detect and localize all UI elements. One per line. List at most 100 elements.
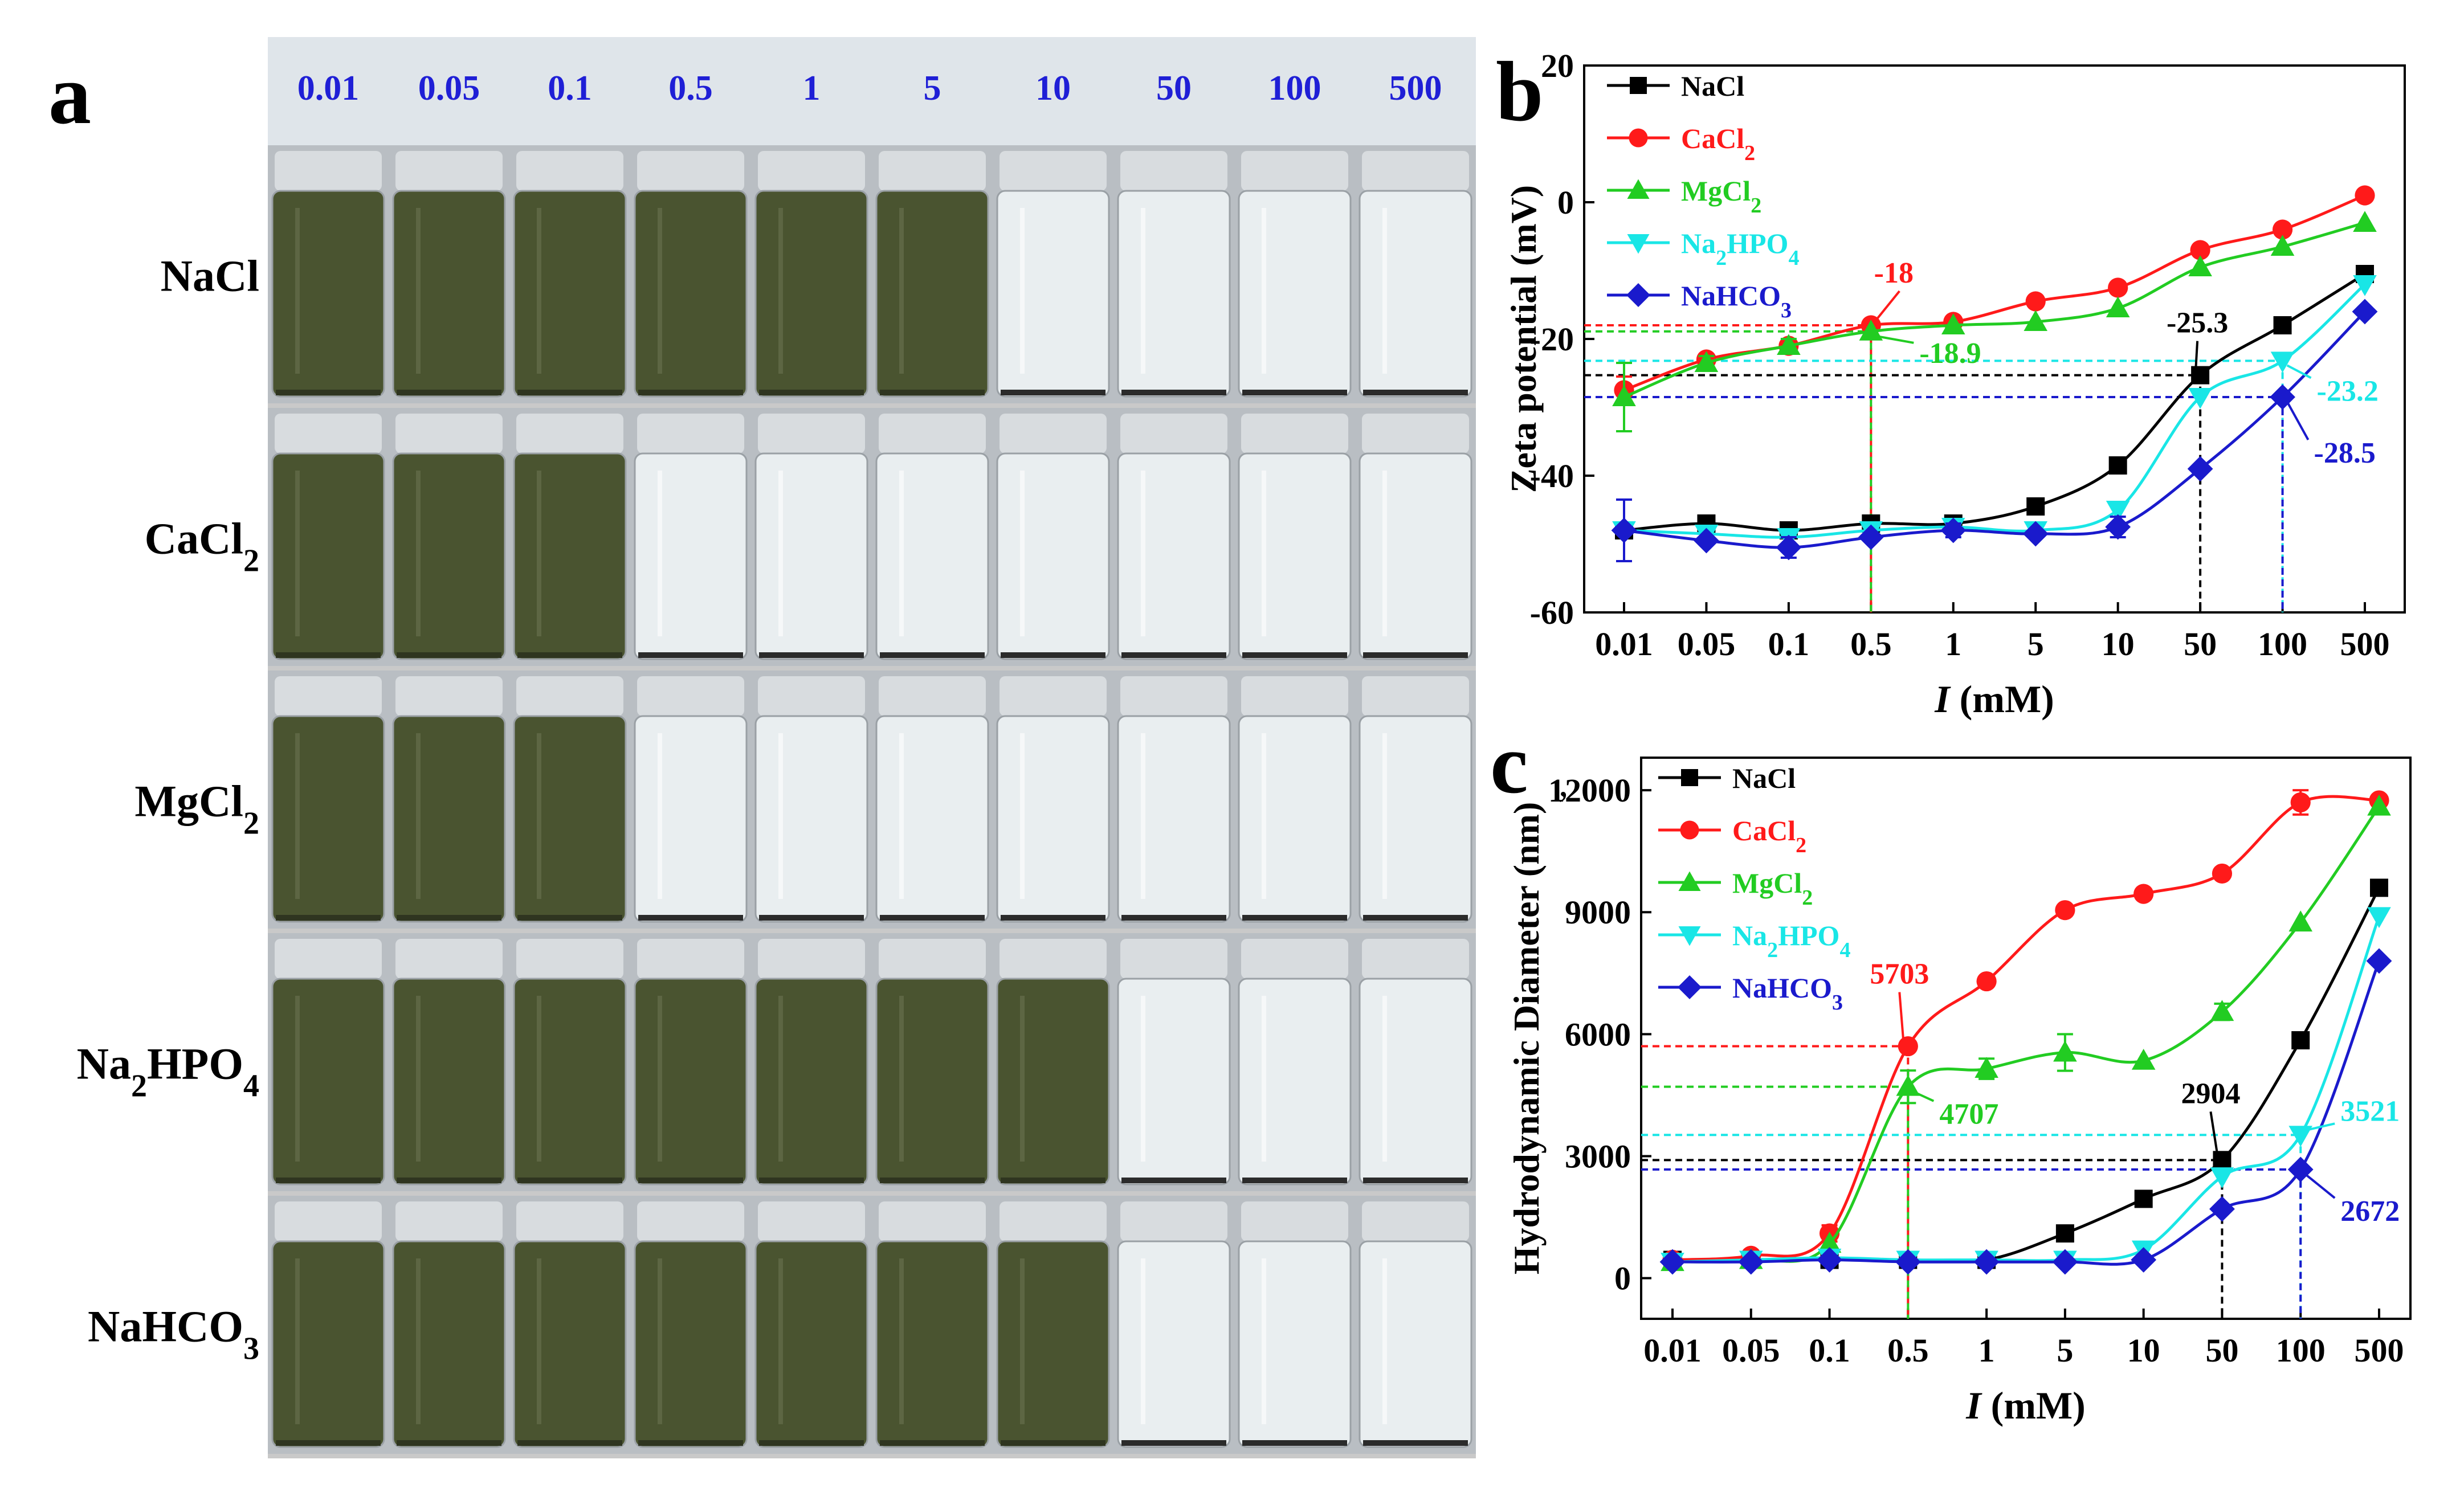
vial-highlight xyxy=(1020,996,1025,1162)
data-point xyxy=(1776,534,1802,561)
vial xyxy=(513,715,627,923)
vial-sediment xyxy=(1363,1440,1468,1446)
data-point xyxy=(2053,1040,2077,1062)
y-tick-label: -60 xyxy=(1530,594,1574,631)
vial-highlight xyxy=(1141,208,1145,374)
vial-cap xyxy=(516,939,623,979)
guide-value-label: 5703 xyxy=(1870,958,1929,991)
data-point xyxy=(2022,521,2049,547)
data-point xyxy=(2291,1031,2310,1050)
data-point xyxy=(2108,456,2127,475)
vial xyxy=(392,190,506,398)
vial xyxy=(875,715,989,923)
data-point xyxy=(2133,884,2154,904)
vial-sediment xyxy=(1001,390,1105,395)
vial-sediment xyxy=(759,915,864,921)
vial-cap xyxy=(1362,1201,1469,1241)
vial-cap xyxy=(758,676,865,716)
concentration-label: 50 xyxy=(1156,69,1192,108)
vial-cap xyxy=(275,151,382,191)
vial-sediment xyxy=(397,1178,501,1183)
vial xyxy=(1359,978,1472,1186)
data-point xyxy=(2106,296,2130,317)
vial xyxy=(634,452,748,660)
vial-sediment xyxy=(517,652,622,658)
vial-highlight xyxy=(416,471,421,636)
vial-highlight xyxy=(899,996,904,1162)
vial-highlight xyxy=(1020,1258,1025,1424)
data-point xyxy=(2026,497,2045,516)
legend-marker xyxy=(1680,820,1699,840)
vial xyxy=(513,452,627,660)
data-point xyxy=(2106,501,2130,522)
vial xyxy=(1117,715,1231,923)
legend-label: CaCl2 xyxy=(1732,815,1806,857)
photo-header-strip xyxy=(268,37,1476,145)
vial-sediment xyxy=(759,652,864,658)
data-point xyxy=(2270,384,2295,410)
vial xyxy=(634,1240,748,1448)
vial-cap xyxy=(395,414,503,453)
legend-label: Na2HPO4 xyxy=(1732,919,1850,962)
x-tick-label: 1 xyxy=(1978,1332,1995,1369)
vial xyxy=(271,1240,385,1448)
y-tick-label: 0 xyxy=(1557,184,1574,221)
vial-highlight xyxy=(1262,1258,1266,1424)
vial xyxy=(1238,715,1352,923)
guide-pointer xyxy=(1874,290,1900,322)
vial-highlight xyxy=(778,996,783,1162)
vial-highlight xyxy=(1020,471,1025,636)
guide-value-label: -25.3 xyxy=(2167,307,2228,340)
vial-cap xyxy=(637,414,744,453)
vial-highlight xyxy=(295,996,300,1162)
vial xyxy=(996,190,1110,398)
vial xyxy=(1117,190,1231,398)
data-point xyxy=(2105,514,2131,540)
vial-highlight xyxy=(537,996,541,1162)
vial xyxy=(513,978,627,1186)
vial xyxy=(1238,452,1352,660)
legend-marker xyxy=(1681,769,1698,786)
row-label-salt: NaCl xyxy=(161,251,259,301)
data-point xyxy=(2134,1189,2153,1208)
vial-highlight xyxy=(537,733,541,899)
x-tick-label: 5 xyxy=(2028,626,2044,663)
vial-cap xyxy=(758,1201,865,1241)
vial-highlight xyxy=(1382,733,1387,899)
vial-cap xyxy=(1241,414,1348,453)
x-tick-label: 0.5 xyxy=(1850,626,1892,663)
x-tick-label: 0.01 xyxy=(1595,626,1653,663)
x-tick-label: 1 xyxy=(1945,626,1961,663)
vial-cap xyxy=(1120,151,1227,191)
vial-sediment xyxy=(638,1440,743,1446)
data-point xyxy=(1694,351,1719,372)
vial-highlight xyxy=(778,733,783,899)
guide-pointer xyxy=(1875,334,1914,344)
vial-highlight xyxy=(1141,733,1145,899)
data-point xyxy=(1817,1232,1842,1253)
data-point xyxy=(1940,517,1967,543)
vial xyxy=(996,715,1110,923)
vial xyxy=(875,452,989,660)
vial-sediment xyxy=(517,915,622,921)
vial xyxy=(754,715,868,923)
data-point xyxy=(1611,517,1637,543)
vial-sediment xyxy=(1363,652,1468,658)
vial-sediment xyxy=(759,1440,864,1446)
vial xyxy=(1359,452,1472,660)
data-point xyxy=(1896,1074,1920,1096)
vial-sediment xyxy=(1242,390,1347,395)
y-tick-label: 12000 xyxy=(1548,772,1631,809)
data-point xyxy=(1941,313,1965,334)
data-point xyxy=(2273,316,2292,334)
row-label-salt: Na2HPO4 xyxy=(77,1039,259,1104)
data-point xyxy=(2108,277,2128,298)
panel-a-letter: a xyxy=(48,47,91,142)
x-tick-label: 500 xyxy=(2340,626,2390,663)
plot-frame xyxy=(1640,757,2412,1320)
chart-c-hydrodynamic-diameter: 0 3000 6000 9000 12000 0.01 0.05 0.1 0.5 1 5 10 50 10… xyxy=(1506,757,2412,1427)
vial-cap xyxy=(275,939,382,979)
data-point xyxy=(2270,235,2295,256)
vial-cap xyxy=(1362,414,1469,453)
vial-cap xyxy=(275,1201,382,1241)
